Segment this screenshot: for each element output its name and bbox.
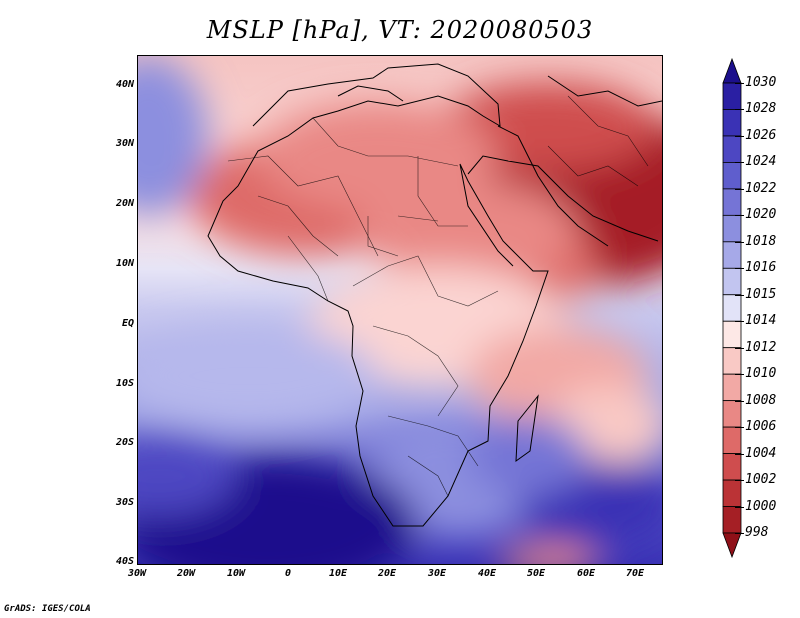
lon-label-40e: 40E	[477, 568, 497, 579]
lon-label-10e: 10E	[328, 568, 348, 579]
colorbar-segment	[722, 400, 742, 428]
colorbar-level-label: 1000	[745, 498, 777, 514]
lon-label-70e: 70E	[625, 568, 645, 579]
colorbar-segment	[722, 162, 742, 190]
colorbar-tick	[735, 453, 744, 455]
colorbar-segment	[722, 320, 742, 349]
colorbar-level-label: 1016	[745, 260, 777, 276]
colorbar-tick	[735, 400, 744, 402]
colorbar-segment	[722, 373, 742, 402]
colorbar-tick	[735, 374, 744, 376]
colorbar-segment	[722, 188, 742, 216]
colorbar-segment	[722, 82, 742, 110]
lon-label-0: 0	[284, 568, 292, 579]
colorbar-level-label: 1020	[745, 207, 777, 223]
colorbar-tick	[735, 427, 744, 429]
colorbar-level-label: 1015	[745, 286, 777, 302]
colorbar-tick	[735, 347, 744, 349]
map-title: MSLP [hPa], VT: 2020080503	[206, 16, 594, 44]
colorbar-level-label: 1002	[745, 472, 777, 488]
colorbar-tick	[735, 506, 744, 508]
colorbar-level-label: 1014	[745, 313, 777, 329]
colorbar-level-label: 1028	[745, 101, 777, 117]
colorbar-tick	[735, 135, 744, 137]
lon-label-50e: 50E	[526, 568, 546, 579]
colorbar-segment	[722, 453, 742, 481]
colorbar-tick	[735, 321, 744, 323]
colorbar-level-label: 1008	[745, 392, 777, 408]
colorbar-tick	[735, 109, 744, 111]
lon-label-30w: 30W	[127, 568, 147, 579]
colorbar-tick	[735, 188, 744, 190]
colorbar-segment	[722, 241, 742, 269]
lat-label-30n: 30N	[115, 138, 134, 149]
colorbar-segment	[722, 506, 742, 534]
lon-label-10w: 10W	[226, 568, 246, 579]
colorbar-level-label: 1004	[745, 445, 777, 461]
colorbar-tick	[735, 294, 744, 296]
colorbar-tick	[735, 533, 744, 534]
lat-label-40s: 40S	[115, 556, 134, 567]
colorbar-tick	[735, 480, 744, 482]
lon-label-20e: 20E	[377, 568, 397, 579]
lat-label-30s: 30S	[115, 497, 134, 508]
lat-label-10n: 10N	[115, 258, 134, 269]
colorbar-top-arrow	[722, 58, 742, 84]
colorbar-level-label: 1030	[745, 75, 777, 90]
credit-text: GrADS: IGES/COLA	[4, 604, 91, 614]
colorbar-tick	[735, 83, 744, 84]
colorbar-tick	[735, 241, 744, 243]
lat-label-20s: 20S	[115, 437, 134, 448]
colorbar-segment	[722, 479, 742, 507]
colorbar	[722, 58, 742, 558]
country-borders	[227, 95, 649, 497]
coastline	[207, 63, 662, 527]
colorbar-level-label: 998	[745, 525, 769, 540]
colorbar-level-label: 1022	[745, 180, 777, 196]
colorbar-segment	[722, 347, 742, 375]
colorbar-tick	[735, 215, 744, 217]
pressure-field	[138, 56, 662, 564]
colorbar-level-label: 1012	[745, 339, 777, 355]
colorbar-level-label: 1026	[745, 127, 777, 143]
pressure-map	[137, 55, 663, 565]
colorbar-segment	[722, 135, 742, 163]
colorbar-tick	[735, 162, 744, 164]
lat-label-20n: 20N	[115, 198, 134, 209]
lat-label-40n: 40N	[115, 79, 134, 90]
lat-label-10s: 10S	[115, 378, 134, 389]
lat-label-eq: EQ	[121, 318, 134, 329]
colorbar-segment	[722, 267, 742, 296]
colorbar-level-label: 1024	[745, 154, 777, 170]
colorbar-tick	[735, 268, 744, 270]
colorbar-segment	[722, 294, 742, 322]
lon-label-60e: 60E	[576, 568, 596, 579]
colorbar-segment	[722, 214, 742, 243]
lon-label-30e: 30E	[427, 568, 447, 579]
colorbar-level-label: 1010	[745, 366, 777, 382]
colorbar-level-label: 1006	[745, 419, 777, 435]
colorbar-level-label: 1018	[745, 233, 777, 249]
colorbar-segment	[722, 109, 742, 137]
lon-label-20w: 20W	[176, 568, 196, 579]
colorbar-segment	[722, 426, 742, 454]
colorbar-bottom-arrow	[722, 532, 742, 558]
